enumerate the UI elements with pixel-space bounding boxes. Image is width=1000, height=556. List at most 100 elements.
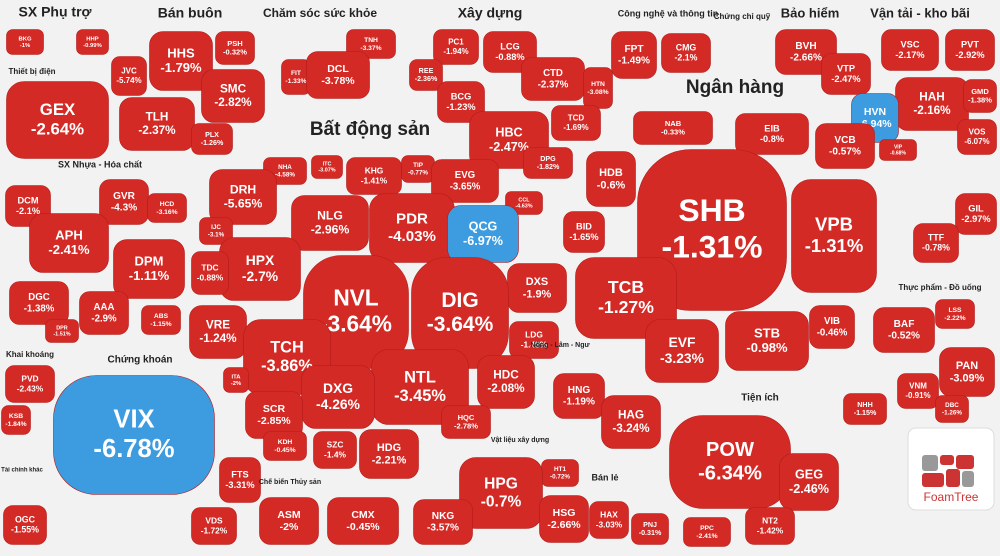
change-label: -3.64% xyxy=(427,313,494,336)
stock-cell xyxy=(539,495,589,543)
ticker: HDB xyxy=(599,167,623,179)
ticker: SCR xyxy=(263,403,286,415)
ticker: VRE xyxy=(206,319,230,332)
stock-cell xyxy=(79,291,129,335)
ticker: FTS xyxy=(231,469,248,479)
ticker: VIP xyxy=(894,145,903,151)
sector-label: Thiết bị điện xyxy=(8,67,55,76)
stock-cell xyxy=(111,56,147,96)
sector-label: Công nghệ và thông tin xyxy=(618,8,719,18)
sector-label: Khai khoáng xyxy=(6,350,54,359)
change-label: -1.27% xyxy=(598,297,654,317)
ticker: EVG xyxy=(455,170,475,181)
ticker: ITA xyxy=(231,374,241,380)
stock-cell xyxy=(191,123,233,155)
change-label: -1.41% xyxy=(361,175,388,185)
ticker: HVN xyxy=(864,106,886,118)
stock-cell xyxy=(957,119,997,155)
change-label: -2.37% xyxy=(138,124,176,137)
stock-cell xyxy=(147,193,187,223)
change-label: -1.65% xyxy=(569,232,598,242)
stock-cell xyxy=(263,431,307,461)
change-label: -2.82% xyxy=(214,96,252,109)
change-label: -3.31% xyxy=(225,480,254,490)
change-label: -1.51% xyxy=(53,332,70,338)
sector-label: Chế biến Thủy sản xyxy=(259,478,321,486)
stock-cell xyxy=(199,217,233,245)
logo-cell xyxy=(922,473,944,487)
stock-cell xyxy=(821,53,871,95)
ticker: CTD xyxy=(543,68,563,79)
change-label: -0.7% xyxy=(481,493,522,510)
change-label: -1.38% xyxy=(968,96,992,105)
ticker: LDG xyxy=(525,330,543,340)
change-label: -1.19% xyxy=(563,397,595,408)
change-label: -5.74% xyxy=(116,76,141,85)
stock-cell xyxy=(897,373,939,409)
change-label: -2.66% xyxy=(547,519,581,531)
change-label: -3.09% xyxy=(950,372,985,384)
sector-label: Bất động sản xyxy=(310,119,430,140)
ticker: VPB xyxy=(815,214,853,235)
ticker: SMC xyxy=(220,83,247,96)
sector-label: Bán buôn xyxy=(158,5,223,21)
stock-cell xyxy=(431,159,499,203)
ticker: DBC xyxy=(945,402,959,409)
ticker: HDC xyxy=(493,369,519,382)
ticker: ABS xyxy=(154,313,169,320)
change-label: -3.86% xyxy=(261,357,313,375)
change-label: -1.49% xyxy=(618,56,650,67)
change-label: -1.4% xyxy=(324,449,346,459)
ticker: NAB xyxy=(665,119,682,128)
stock-cell xyxy=(3,505,47,545)
change-label: -0.88% xyxy=(495,52,524,62)
stock-cell xyxy=(6,81,109,159)
change-label: -2.47% xyxy=(489,140,529,154)
stock-cell xyxy=(441,405,491,439)
ticker: VIX xyxy=(113,406,154,434)
stock-cell xyxy=(563,211,605,253)
stock-cell xyxy=(437,81,485,123)
sector: NHA-4.58%ITC-3.07% KHG-1.41%TIP-0.77% EVG-… xyxy=(189,119,567,479)
change-label: -3.64% xyxy=(320,311,392,337)
ticker: HT1 xyxy=(554,466,566,473)
stock-cell xyxy=(551,105,601,141)
change-label: -6.07% xyxy=(964,137,989,146)
stock-cell xyxy=(611,31,657,79)
stock-cell xyxy=(327,497,399,545)
stock-cell xyxy=(433,29,479,65)
sector: BKG-1% HHP-0.99% SX Phụ trợ xyxy=(6,4,109,55)
ticker: VDS xyxy=(205,516,223,526)
change-label: -3.57% xyxy=(427,523,459,534)
ticker: DPR xyxy=(56,325,68,331)
ticker: CMG xyxy=(676,42,697,52)
ticker: IJC xyxy=(211,224,221,231)
ticker: EIB xyxy=(764,123,780,133)
sector-label: Tài chính khác xyxy=(1,468,43,474)
stock-cell xyxy=(191,507,237,545)
stock-cell xyxy=(661,33,711,73)
stock-cell xyxy=(523,147,573,179)
change-label: -1.23% xyxy=(446,102,475,112)
change-label: -3.03% xyxy=(596,519,623,529)
stock-cell xyxy=(645,319,719,383)
change-label: -0.33% xyxy=(661,128,685,137)
sector: JVC-5.74%HHS-1.79%PSH-0.32%SMC-2.82%TLH-… xyxy=(111,5,265,155)
ticker: SHB xyxy=(678,192,745,228)
change-label: -3.24% xyxy=(612,422,650,435)
stock-cell xyxy=(459,457,543,529)
logo-text: FoamTree xyxy=(924,490,979,504)
stock-cell xyxy=(509,321,559,359)
sector: FIT-1.33% TNH-3.37% DCL-3.78% Chăm sóc sức … xyxy=(263,6,396,99)
ticker: HTN xyxy=(591,81,605,88)
change-label: -2.21% xyxy=(372,454,407,466)
stock-cell xyxy=(505,191,543,215)
stock-cell xyxy=(6,29,44,55)
stock-cell xyxy=(589,501,629,539)
sector: FPT-1.49% CMG-2.1% Công nghệ và thông tin xyxy=(611,8,719,79)
stock-cell xyxy=(141,305,181,335)
change-label: -0.6% xyxy=(597,179,626,191)
change-label: -2% xyxy=(231,381,242,387)
sector: NAB-0.33% EIB-0.8% VCB-0.57%HDB-0.6%SHB-1.… xyxy=(563,77,877,383)
change-label: -2.43% xyxy=(17,383,44,393)
